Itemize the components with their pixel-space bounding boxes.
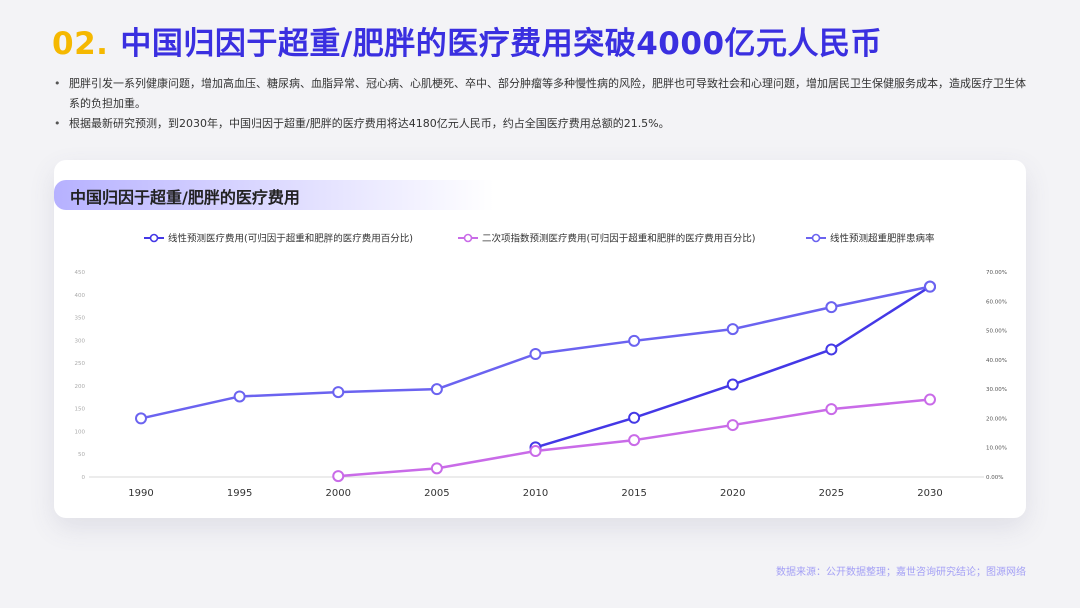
legend-label: 线性预测超重肥胖患病率: [830, 233, 935, 245]
y-right-tick-label: 30.00%: [986, 387, 1007, 393]
data-point-series-1: [825, 343, 838, 356]
data-point-series-3: [233, 390, 246, 403]
y-left-tick-label: 350: [75, 316, 86, 322]
data-point-series-3: [529, 348, 542, 360]
data-point-series-1: [628, 411, 641, 424]
y-right-tick-label: 0.00%: [986, 475, 1003, 481]
data-point-series-3: [332, 386, 345, 399]
y-left-tick-label: 450: [75, 270, 86, 276]
title-text: 中国归因于超重/肥胖的医疗费用突破4000亿元人民币: [120, 26, 883, 62]
data-point-series-1: [726, 378, 739, 391]
x-tick-label: 2025: [819, 488, 844, 499]
bullet-item: 根据最新研究预测，到2030年，中国归因于超重/肥胖的医疗费用将达4180亿元人…: [52, 114, 1032, 134]
y-right-tick-label: 50.00%: [986, 329, 1007, 335]
page-title: 02. 中国归因于超重/肥胖的医疗费用突破4000亿元人民币: [52, 18, 882, 63]
x-tick-label: 2020: [720, 488, 745, 499]
card-title: 中国归因于超重/肥胖的医疗费用: [70, 188, 300, 207]
x-tick-label: 2000: [326, 488, 351, 499]
bullet-item: 肥胖引发一系列健康问题，增加高血压、糖尿病、血脂异常、冠心病、心肌梗死、卒中、部…: [52, 74, 1032, 114]
data-point-series-2: [332, 470, 345, 483]
x-tick-label: 2005: [424, 488, 449, 499]
y-right-tick-label: 10.00%: [986, 446, 1007, 452]
data-point-series-2: [628, 434, 641, 447]
y-right-tick-label: 20.00%: [986, 416, 1007, 422]
data-point-series-3: [628, 334, 641, 347]
data-point-series-2: [726, 419, 739, 432]
y-left-tick-label: 300: [75, 338, 86, 344]
y-right-tick-label: 40.00%: [986, 358, 1007, 364]
y-left-tick-label: 0: [82, 475, 86, 481]
data-point-series-2: [529, 445, 542, 458]
y-left-tick-label: 50: [78, 452, 85, 458]
x-tick-label: 2030: [917, 488, 942, 499]
y-right-tick-label: 60.00%: [986, 299, 1007, 305]
y-right-tick-label: 70.00%: [986, 270, 1007, 276]
data-point-series-3: [924, 280, 936, 293]
x-tick-label: 1995: [227, 488, 252, 499]
section-number: 02.: [52, 26, 109, 62]
x-tick-label: 2010: [523, 488, 548, 499]
data-point-series-3: [430, 383, 443, 396]
legend-label: 二次项指数预测医疗费用(可归因于超重和肥胖的医疗费用百分比): [482, 233, 755, 245]
y-left-tick-label: 150: [75, 407, 86, 413]
legend-swatch-marker: [811, 233, 821, 243]
chart-card: 中国归因于超重/肥胖的医疗费用 0 50 100 150 200 250 300 350 400…: [54, 160, 1026, 518]
x-tick-label: 1990: [128, 488, 153, 499]
y-left-tick-label: 100: [75, 429, 86, 435]
x-tick-label: 2015: [621, 488, 646, 499]
data-point-series-2: [924, 393, 936, 406]
y-left-tick-label: 250: [75, 361, 86, 367]
data-point-series-2: [825, 403, 838, 416]
data-point-series-2: [430, 462, 443, 475]
data-point-series-3: [135, 412, 147, 425]
legend-label: 线性预测医疗费用(可归因于超重和肥胖的医疗费用百分比): [168, 233, 413, 245]
legend-swatch-marker: [463, 233, 473, 243]
legend-swatch-marker: [149, 233, 159, 243]
y-left-tick-label: 400: [75, 293, 86, 299]
chart-svg: 0 50 100 150 200 250 300 350 400 450 0.00% 10.00% 20…: [75, 233, 1007, 500]
source-note: 数据来源：公开数据整理；嘉世咨询研究结论；图源网络: [776, 567, 1026, 578]
y-left-tick-label: 200: [75, 384, 86, 390]
card-header: 中国归因于超重/肥胖的医疗费用: [54, 180, 494, 210]
bullet-list: 肥胖引发一系列健康问题，增加高血压、糖尿病、血脂异常、冠心病、心肌梗死、卒中、部…: [52, 74, 1032, 134]
data-point-series-3: [726, 323, 739, 336]
data-point-series-3: [825, 301, 838, 314]
